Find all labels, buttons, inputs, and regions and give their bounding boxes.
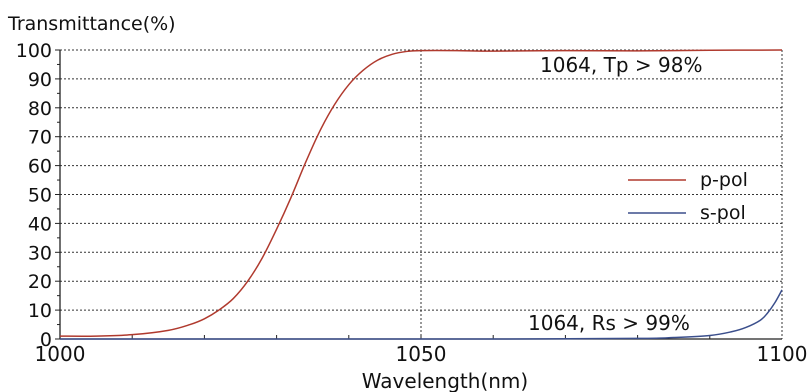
y-tick-label: 100 xyxy=(16,40,52,62)
series-line-p-pol xyxy=(59,49,783,337)
y-tick-label: 80 xyxy=(28,98,52,120)
grid xyxy=(60,49,783,339)
legend-label-s-pol: s-pol xyxy=(700,202,746,224)
x-tick-label: 1100 xyxy=(757,342,808,366)
annotation-tp: 1064, Tp > 98% xyxy=(540,53,702,77)
annotation-rs: 1064, Rs > 99% xyxy=(528,311,690,335)
x-tick-label: 1050 xyxy=(396,342,447,366)
x-tick-label: 1000 xyxy=(35,342,86,366)
series xyxy=(59,49,783,340)
y-tick-label: 0 xyxy=(40,329,52,351)
y-tick-label: 20 xyxy=(28,271,52,293)
y-tick-label: 60 xyxy=(28,156,52,178)
y-tick-label: 30 xyxy=(28,242,52,264)
y-tick-label: 90 xyxy=(28,69,52,91)
x-axis-label: Wavelength(nm) xyxy=(362,369,528,392)
y-tick-label: 10 xyxy=(28,300,52,322)
y-tick-label: 50 xyxy=(28,185,52,207)
series-line-s-pol xyxy=(60,289,783,340)
tick-labels: 0 10 20 30 40 50 60 70 80 90 100 1000 1050 1100 xyxy=(16,40,808,366)
y-tick-label: 70 xyxy=(28,127,52,149)
legend: p-pol s-pol xyxy=(628,169,748,224)
legend-label-p-pol: p-pol xyxy=(700,169,748,191)
y-axis-label: Transmittance(%) xyxy=(7,13,176,35)
y-tick-label: 40 xyxy=(28,213,52,235)
